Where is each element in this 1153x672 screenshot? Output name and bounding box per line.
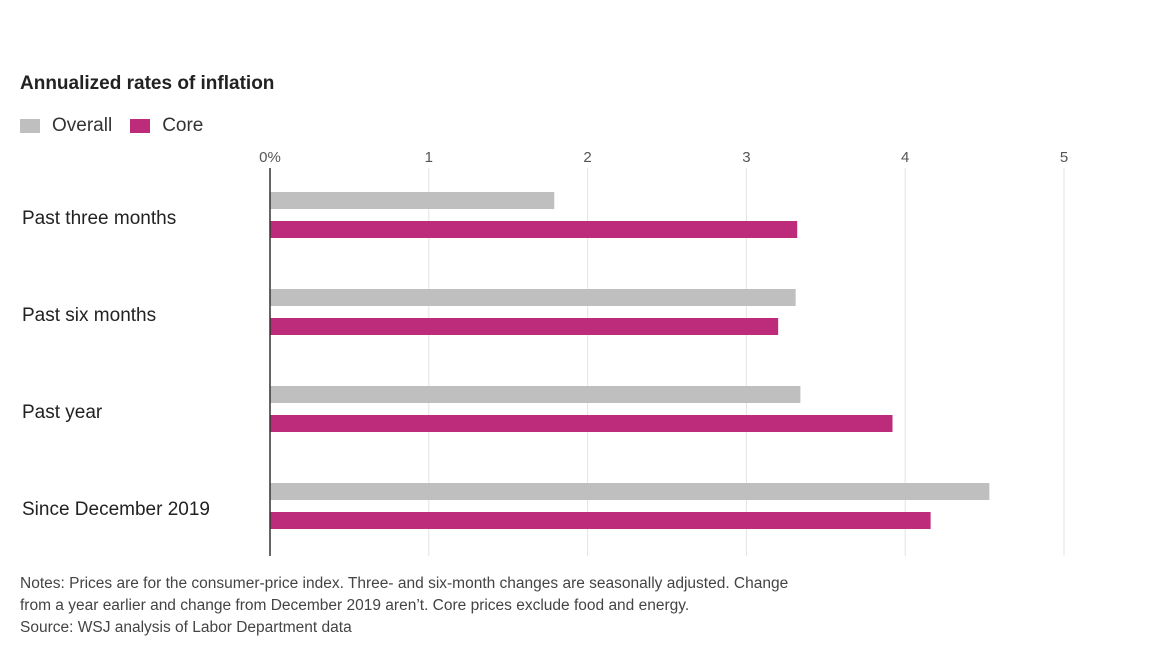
- legend-swatch-overall: [20, 119, 40, 133]
- category-label-3: Since December 2019: [22, 499, 210, 520]
- legend-item-overall: Overall: [20, 115, 112, 137]
- x-tick-label-2: 2: [583, 149, 591, 166]
- bar-core-2: [270, 415, 893, 432]
- bar-core-1: [270, 318, 779, 335]
- category-label-0: Past three months: [22, 208, 176, 229]
- bar-overall-2: [270, 386, 801, 403]
- x-tick-label-4: 4: [901, 149, 909, 166]
- chart-title: Annualized rates of inflation: [20, 73, 275, 94]
- category-label-2: Past year: [22, 402, 103, 423]
- legend-label-core: Core: [162, 115, 204, 136]
- bar-overall-1: [270, 289, 796, 306]
- notes-line-1: Notes: Prices are for the consumer-price…: [20, 575, 789, 592]
- x-tick-label-0: 0%: [259, 149, 281, 166]
- legend-item-core: Core: [130, 115, 203, 137]
- chart-notes: Notes: Prices are for the consumer-price…: [20, 573, 1120, 639]
- legend-label-overall: Overall: [52, 115, 113, 136]
- bar-overall-3: [270, 483, 990, 500]
- legend-swatch-core: [130, 119, 151, 133]
- chart-legend: Overall Core: [20, 115, 221, 137]
- x-tick-label-3: 3: [742, 149, 750, 166]
- bar-core-0: [270, 221, 798, 238]
- source-line: Source: WSJ analysis of Labor Department…: [20, 619, 352, 636]
- bar-core-3: [270, 512, 931, 529]
- notes-line-2: from a year earlier and change from Dece…: [20, 597, 690, 614]
- x-tick-label-5: 5: [1060, 149, 1068, 166]
- bar-overall-0: [270, 192, 555, 209]
- x-tick-label-1: 1: [425, 149, 433, 166]
- category-label-1: Past six months: [22, 305, 156, 326]
